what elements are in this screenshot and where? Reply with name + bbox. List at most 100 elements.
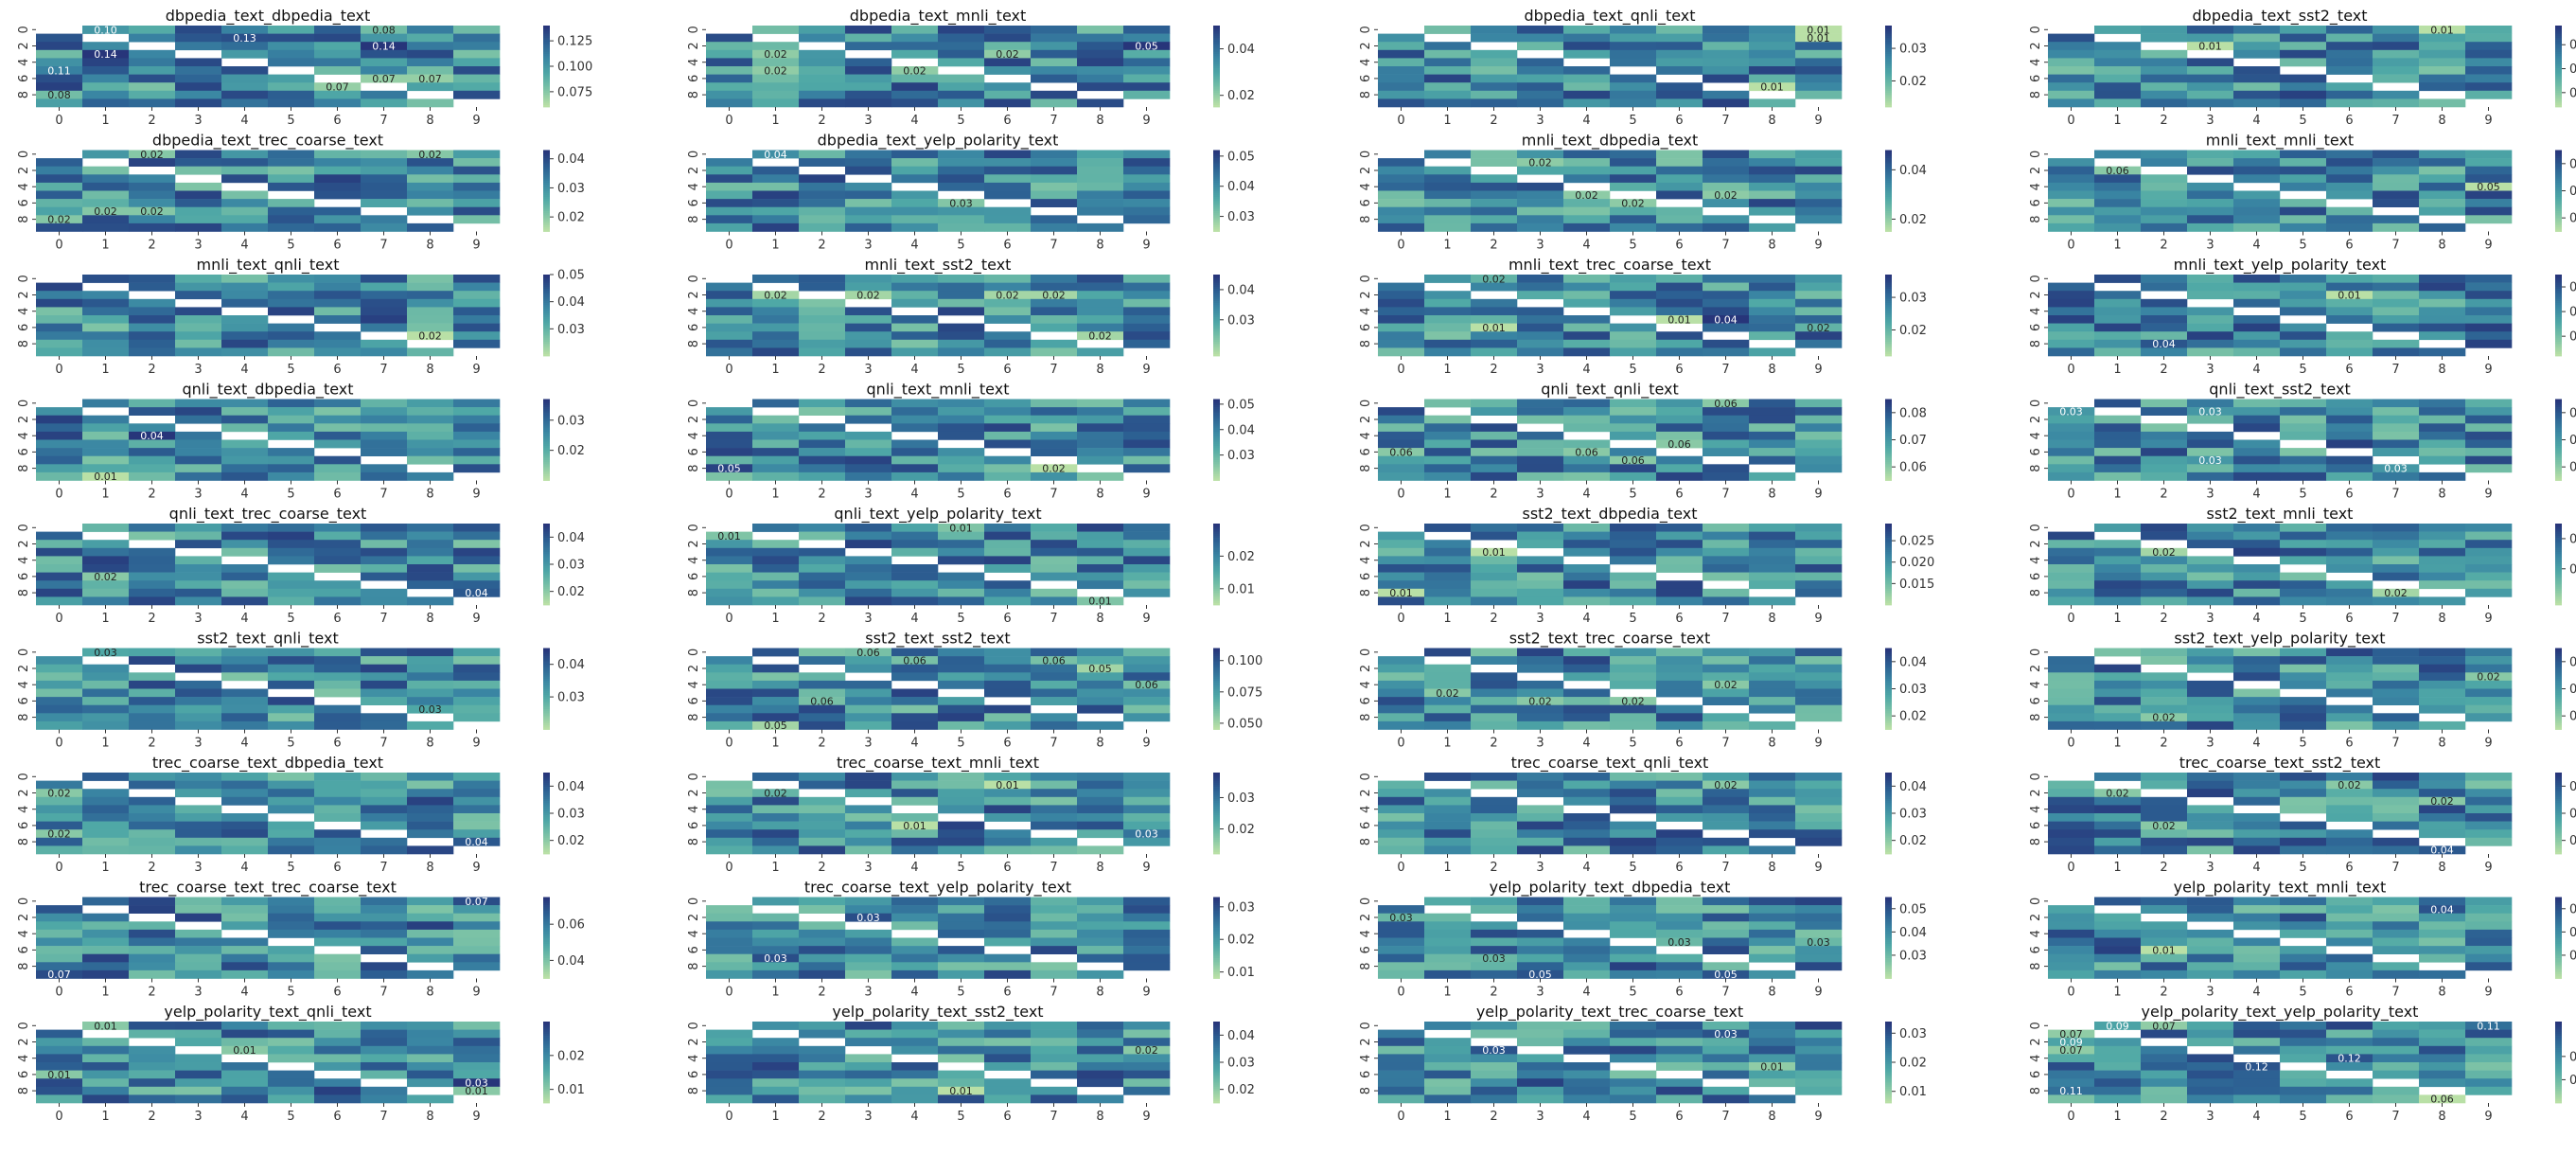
- heatmap-cell: [1610, 347, 1657, 357]
- colorbar-segment: [2555, 44, 2562, 46]
- heatmap-cell: [314, 415, 362, 424]
- heatmap-cell: [407, 680, 454, 689]
- colorbar-segment: [543, 578, 550, 581]
- heatmap-cell: [2373, 199, 2420, 207]
- colorbar-segment: [1885, 582, 1892, 585]
- colorbar-segment: [1885, 566, 1892, 569]
- colorbar-segment: [543, 150, 550, 153]
- heatmap-title: mnli_text_trec_coarse_text: [1509, 256, 1711, 275]
- heatmap-cell: [2373, 524, 2420, 532]
- heatmap-cell: [1471, 829, 1518, 839]
- heatmap-cell: [1378, 282, 1425, 292]
- colorbar-segment: [1213, 90, 1220, 94]
- colorbar-segment: [2555, 62, 2562, 65]
- colorbar-segment: [2555, 568, 2562, 571]
- heatmap-cell: [984, 780, 1032, 790]
- heatmap-cell: [1656, 307, 1703, 316]
- heatmap-cell: [453, 937, 501, 947]
- colorbar-tick-label: 0.100: [1227, 654, 1262, 668]
- x-tick-label: 4: [2252, 737, 2260, 751]
- heatmap-cell: [938, 464, 985, 473]
- heatmap-cell: [1563, 158, 1611, 167]
- heatmap-cell: [2048, 315, 2095, 324]
- y-tick-label: 2: [2029, 416, 2043, 423]
- colorbar-segment: [2555, 439, 2562, 443]
- heatmap-cell: [221, 407, 269, 416]
- heatmap-cell: [82, 298, 130, 308]
- colorbar-segment: [543, 317, 550, 320]
- colorbar-segment: [1885, 153, 1892, 157]
- x-tick-label: 4: [910, 612, 918, 626]
- colorbar-segment: [543, 574, 550, 578]
- heatmap-cell: [2373, 556, 2420, 565]
- heatmap-cell: [1563, 773, 1611, 781]
- heatmap-cell: [845, 564, 892, 573]
- colorbar-segment: [1213, 102, 1220, 106]
- heatmap-cell: [1703, 190, 1750, 200]
- heatmap-cell: [1610, 540, 1657, 549]
- colorbar-segment: [543, 168, 550, 171]
- heatmap-cell: [1656, 98, 1703, 108]
- heatmap-cell: [752, 58, 800, 67]
- heatmap-cell: [1077, 423, 1124, 433]
- heatmap-cell: [2326, 158, 2373, 167]
- heatmap-cell: [453, 331, 501, 341]
- heatmap-cell: [2187, 656, 2234, 665]
- colorbar-segment: [1885, 225, 1892, 228]
- y-tick-label: 4: [2029, 681, 2043, 688]
- colorbar-segment: [1213, 545, 1220, 549]
- heatmap-cell: [984, 596, 1032, 606]
- heatmap-cell: [268, 648, 315, 657]
- heatmap-cell: [891, 672, 939, 682]
- heatmap-cell: [845, 905, 892, 914]
- colorbar-segment: [1213, 192, 1220, 196]
- colorbar-segment: [1885, 699, 1892, 702]
- heatmap-cell: [1517, 524, 1564, 532]
- heatmap-cell: [1031, 556, 1078, 565]
- heatmap-cell: [2094, 166, 2142, 175]
- heatmap-cell: [1703, 42, 1750, 51]
- heatmap-cell: [706, 431, 753, 440]
- y-tick-label: 6: [687, 199, 701, 206]
- heatmap-cell: [2280, 298, 2327, 308]
- y-tick-label: 2: [687, 42, 701, 49]
- colorbar-segment: [543, 582, 550, 585]
- heatmap-cell: [2419, 275, 2466, 283]
- heatmap-cell: [2094, 805, 2142, 814]
- colorbar-tick-label: 0.015: [2569, 86, 2576, 100]
- heatmap-cell-label: 0.01: [2198, 41, 2222, 53]
- heatmap-cell: [799, 780, 846, 790]
- heatmap-cell: [361, 564, 408, 573]
- colorbar-tick-label: 0.04: [557, 780, 585, 794]
- heatmap-cell: [1517, 455, 1564, 465]
- heatmap-cell: [2280, 26, 2327, 34]
- x-tick-label: 1: [101, 363, 109, 377]
- heatmap-cell: [706, 921, 753, 931]
- heatmap-cell: [1610, 166, 1657, 175]
- heatmap-cell: [268, 26, 315, 34]
- heatmap-cell: [175, 720, 222, 730]
- x-tick-label: 3: [1536, 612, 1544, 626]
- heatmap-cell: [984, 82, 1032, 92]
- heatmap-cell: [1378, 821, 1425, 830]
- y-tick-label: 2: [687, 291, 701, 298]
- heatmap-cell: [2326, 33, 2373, 43]
- heatmap-cell-label: 0.02: [1621, 197, 1645, 209]
- colorbar-segment: [1213, 538, 1220, 541]
- heatmap-cell: [984, 921, 1032, 931]
- heatmap-cell: [1795, 315, 1843, 324]
- colorbar-segment: [1885, 791, 1892, 793]
- heatmap-cell: [2373, 158, 2420, 167]
- heatmap-cell: [2280, 829, 2327, 839]
- heatmap-cell: [2048, 82, 2095, 92]
- heatmap-cell: [2187, 837, 2234, 846]
- colorbar-segment: [2555, 70, 2562, 73]
- heatmap-cell: [845, 471, 892, 481]
- heatmap-cell: [845, 780, 892, 790]
- colorbar-segment: [2555, 596, 2562, 599]
- colorbar-segment: [2555, 225, 2562, 228]
- heatmap-cell: [891, 448, 939, 456]
- y-tick-label: 2: [687, 416, 701, 423]
- heatmap-cell: [36, 182, 83, 191]
